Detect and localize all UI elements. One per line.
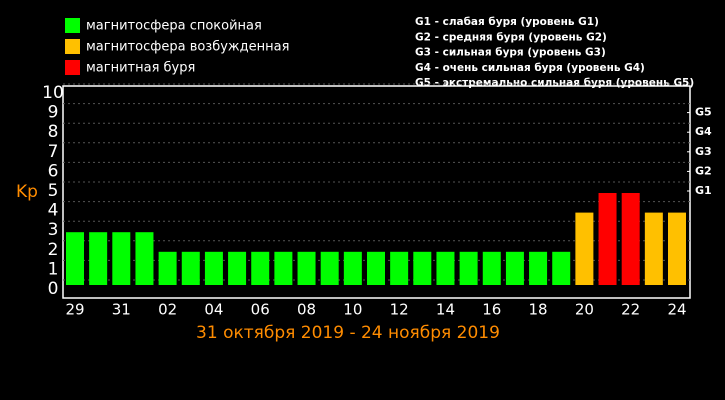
legend-swatch	[65, 39, 80, 54]
bar	[297, 251, 316, 285]
storm-note: G4 - очень сильная буря (уровень G4)	[415, 62, 645, 74]
bar	[135, 232, 154, 285]
bar	[459, 251, 478, 285]
bar	[529, 251, 548, 285]
bar	[668, 212, 686, 285]
bar	[274, 251, 293, 285]
y2-tick-label: G3	[695, 145, 712, 158]
bar	[66, 232, 84, 285]
x-tick-label: 24	[667, 301, 686, 319]
y-tick-label: 2	[48, 240, 59, 260]
bar	[228, 251, 247, 285]
y2-tick-label: G1	[695, 184, 712, 197]
storm-note: G3 - сильная буря (уровень G3)	[415, 47, 606, 59]
y-tick-label: 4	[48, 201, 59, 221]
bar	[112, 232, 131, 285]
bar	[204, 251, 223, 285]
bar	[320, 251, 339, 285]
y2-tick-label: G5	[695, 106, 712, 119]
legend-label: магнитная буря	[86, 61, 195, 76]
bar	[598, 193, 617, 285]
bar	[413, 251, 432, 285]
x-tick-label: 08	[297, 301, 316, 319]
x-tick-label: 14	[436, 301, 455, 319]
bar	[644, 212, 663, 285]
y2-tick-label: G4	[695, 125, 712, 138]
y-tick-label: 1	[48, 259, 59, 279]
plot-frame	[62, 85, 691, 299]
bar	[367, 251, 385, 285]
y2-tick-label: G2	[695, 164, 712, 177]
bar	[575, 212, 594, 285]
x-tick-label: 12	[390, 301, 409, 319]
legend-swatch	[65, 18, 80, 33]
x-tick-label: 06	[251, 301, 270, 319]
y-tick-label: 6	[48, 161, 59, 181]
storm-note: G2 - средняя буря (уровень G2)	[415, 31, 607, 43]
y-tick-label: 5	[48, 181, 59, 201]
bar	[181, 251, 200, 285]
legend-label: магнитосфера спокойная	[86, 19, 262, 34]
x-tick-label: 29	[65, 301, 84, 319]
y-tick-label: 8	[48, 122, 59, 142]
bar	[158, 251, 177, 285]
bar	[343, 251, 362, 285]
y-tick-label: 3	[48, 220, 59, 240]
bar	[505, 251, 524, 285]
x-tick-label: 04	[204, 301, 223, 319]
subtitle: 31 октября 2019 - 24 ноября 2019	[196, 323, 500, 343]
bar	[482, 251, 501, 285]
x-tick-label: 18	[529, 301, 548, 319]
storm-note: G5 - экстремально сильная буря (уровень …	[415, 77, 694, 89]
x-tick-label: 02	[158, 301, 177, 319]
x-tick-label: 10	[343, 301, 362, 319]
x-tick-label: 31	[112, 301, 131, 319]
legend-label: магнитосфера возбужденная	[86, 40, 289, 55]
bar	[621, 193, 640, 285]
x-tick-label: 16	[482, 301, 501, 319]
legend-swatch	[65, 60, 80, 75]
bar	[436, 251, 455, 285]
x-tick-label: 22	[621, 301, 640, 319]
bar	[89, 232, 108, 285]
bar	[390, 251, 409, 285]
storm-note: G1 - слабая буря (уровень G1)	[415, 16, 599, 28]
y-tick-label: 0	[48, 279, 59, 299]
y-axis-label: Kp	[16, 182, 38, 202]
bar	[251, 251, 270, 285]
y-tick-label: 9	[48, 103, 59, 123]
y-tick-label: 7	[48, 142, 59, 162]
x-tick-label: 20	[575, 301, 594, 319]
bar	[552, 251, 571, 285]
y-tick-label: 10	[42, 83, 64, 103]
